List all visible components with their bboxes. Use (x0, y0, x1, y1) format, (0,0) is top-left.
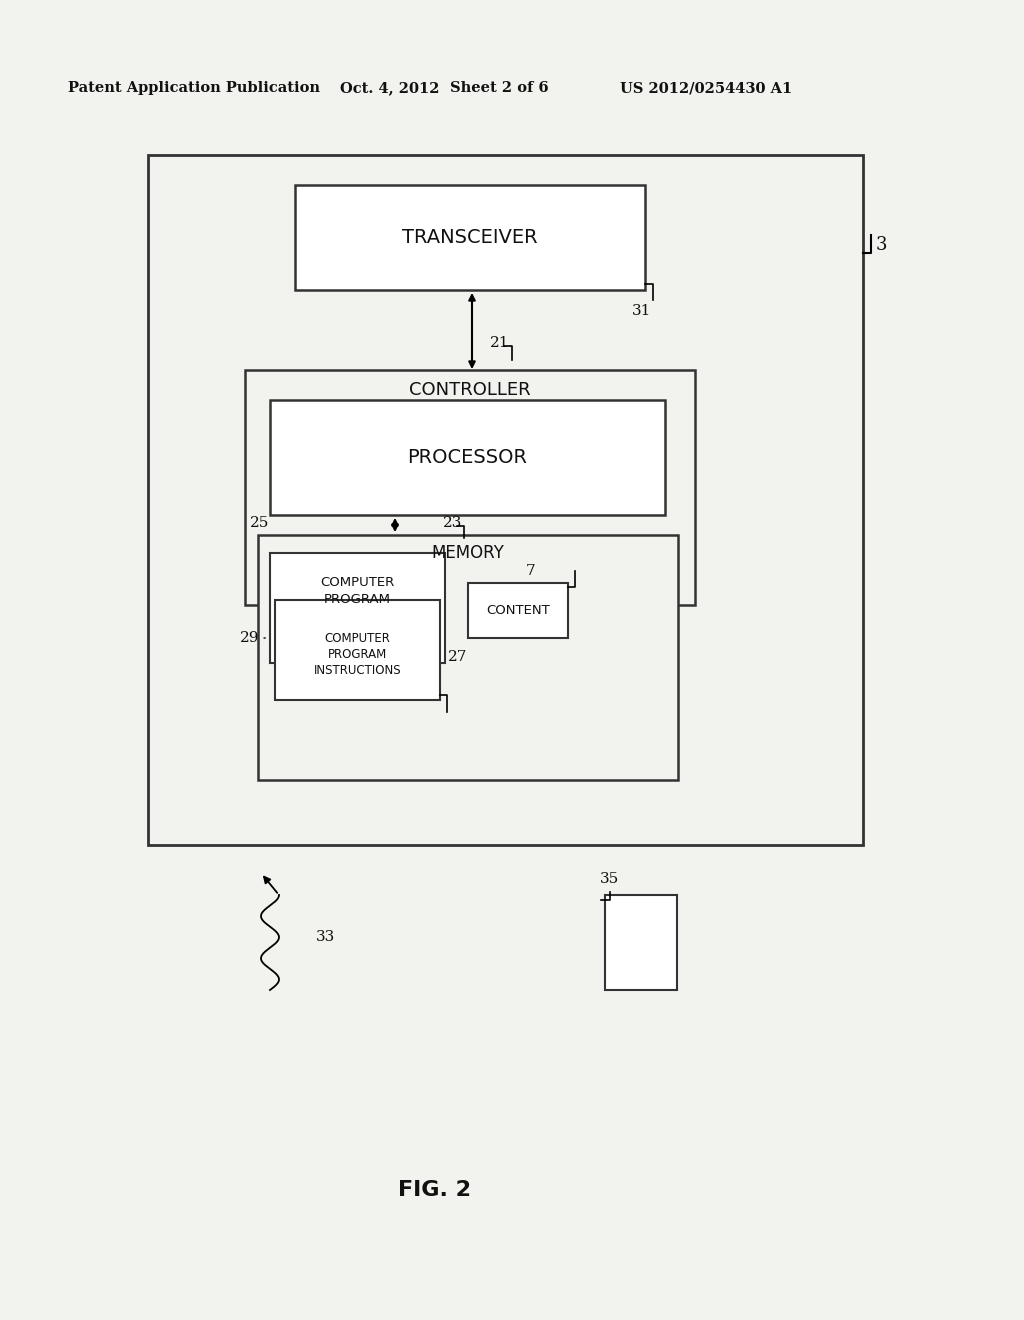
Text: 25: 25 (250, 516, 269, 531)
Text: FIG. 2: FIG. 2 (398, 1180, 471, 1200)
Text: Oct. 4, 2012: Oct. 4, 2012 (340, 81, 439, 95)
Text: CONTENT: CONTENT (486, 605, 550, 616)
Text: COMPUTER
PROGRAM
INSTRUCTIONS: COMPUTER PROGRAM INSTRUCTIONS (313, 631, 401, 676)
Bar (245, 370, 695, 605)
Text: 7: 7 (526, 564, 536, 578)
Bar (258, 535, 678, 780)
Bar (468, 583, 568, 638)
Bar (270, 553, 445, 663)
Text: TRANSCEIVER: TRANSCEIVER (402, 228, 538, 247)
Text: COMPUTER
PROGRAM: COMPUTER PROGRAM (321, 576, 394, 606)
Text: Patent Application Publication: Patent Application Publication (68, 81, 319, 95)
Bar (295, 185, 645, 290)
Text: 31: 31 (632, 304, 651, 318)
Text: 21: 21 (490, 337, 510, 350)
Text: CONTROLLER: CONTROLLER (410, 381, 530, 399)
Text: MEMORY: MEMORY (431, 544, 505, 562)
Text: US 2012/0254430 A1: US 2012/0254430 A1 (620, 81, 793, 95)
Text: 29: 29 (240, 631, 259, 645)
Text: 27: 27 (449, 649, 467, 664)
Bar (270, 400, 665, 515)
Text: 23: 23 (443, 516, 463, 531)
Text: Sheet 2 of 6: Sheet 2 of 6 (450, 81, 549, 95)
Bar (148, 154, 863, 845)
Text: 3: 3 (876, 236, 888, 253)
Text: 35: 35 (600, 873, 620, 886)
Bar (605, 895, 677, 990)
Bar (275, 601, 440, 700)
Text: PROCESSOR: PROCESSOR (408, 447, 527, 467)
Text: 33: 33 (316, 931, 335, 944)
